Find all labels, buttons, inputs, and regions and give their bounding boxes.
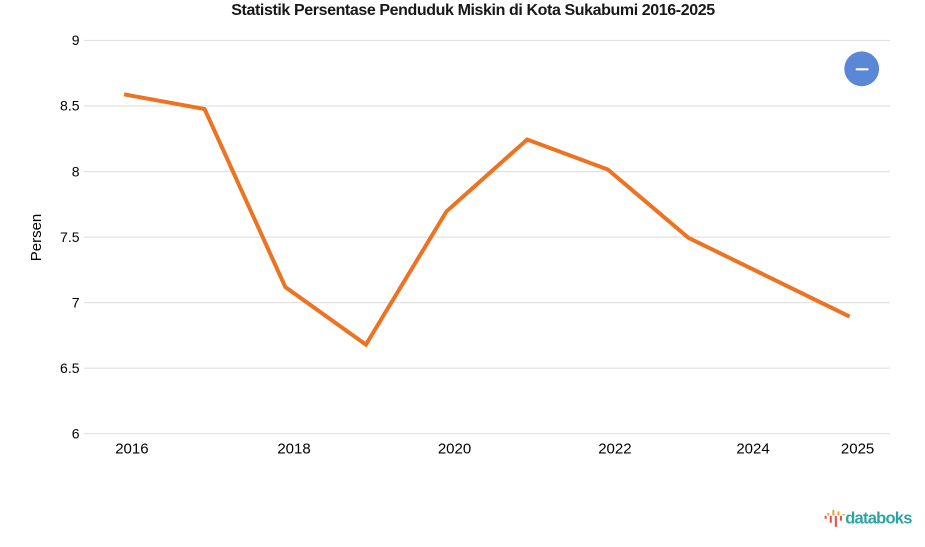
svg-text:2018: 2018 <box>277 441 310 458</box>
svg-text:2016: 2016 <box>115 441 148 458</box>
svg-text:8: 8 <box>72 163 80 179</box>
svg-text:Statistik Persentase Penduduk: Statistik Persentase Penduduk Miskin di … <box>231 2 715 19</box>
svg-text:2025: 2025 <box>841 441 874 458</box>
svg-text:Persen: Persen <box>28 214 45 262</box>
svg-text:7: 7 <box>72 294 80 310</box>
svg-text:7.5: 7.5 <box>60 229 80 245</box>
svg-text:2022: 2022 <box>598 441 631 458</box>
svg-text:6.5: 6.5 <box>60 360 80 376</box>
svg-text:2020: 2020 <box>438 441 471 458</box>
svg-text:databoks: databoks <box>845 510 912 528</box>
svg-text:2024: 2024 <box>736 441 769 458</box>
svg-text:8.5: 8.5 <box>60 98 80 114</box>
svg-text:9: 9 <box>72 32 80 48</box>
svg-text:6: 6 <box>72 425 80 441</box>
